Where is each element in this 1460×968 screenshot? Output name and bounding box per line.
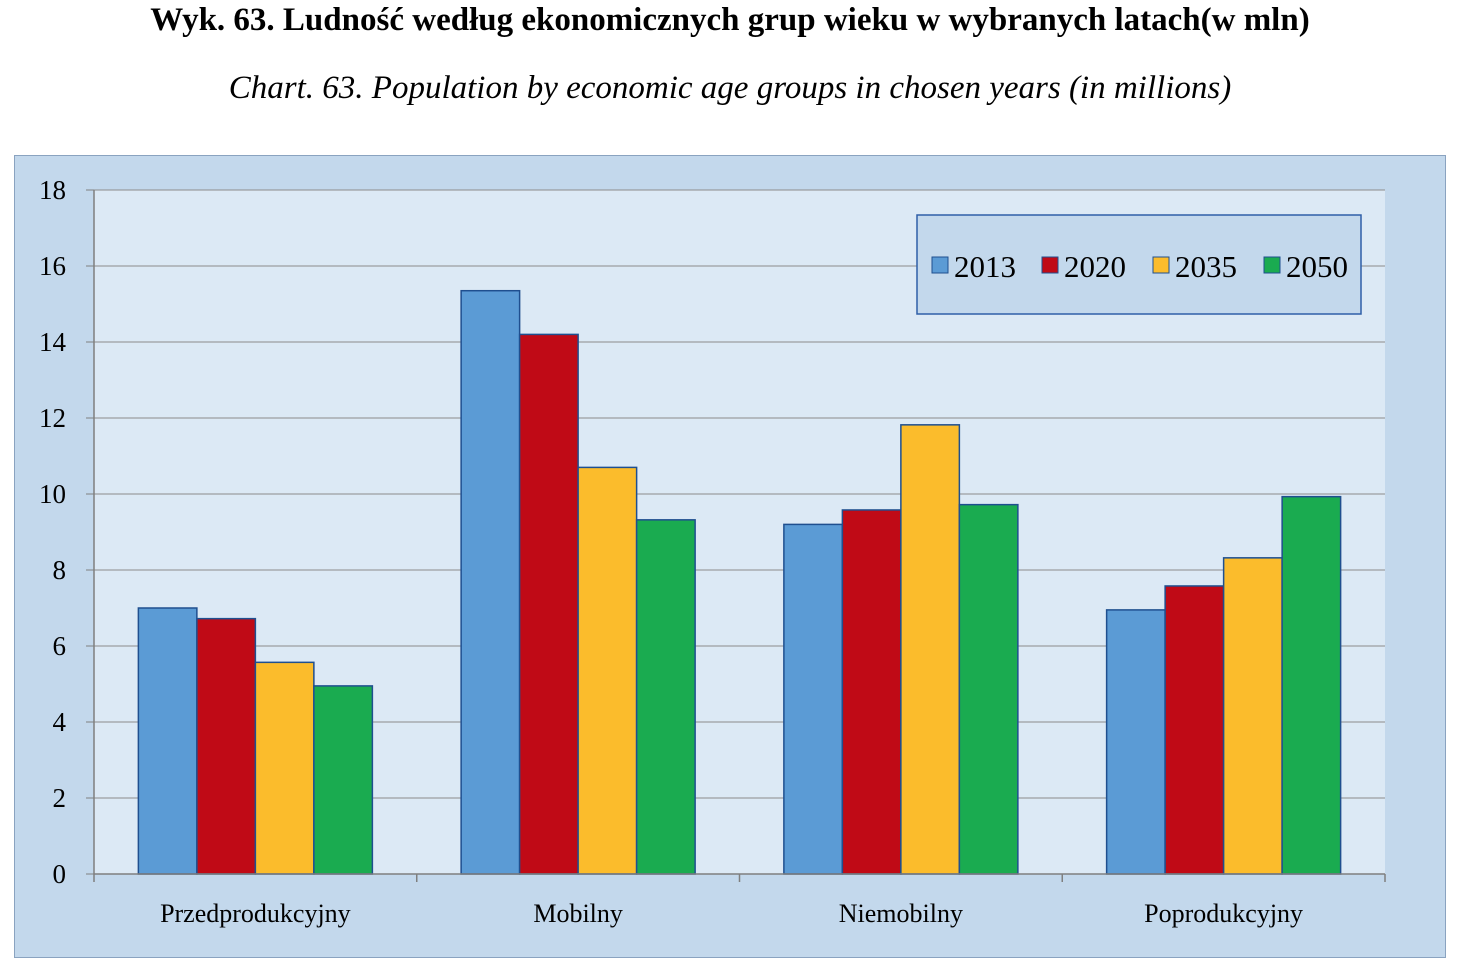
- bar-2050-3: [1281, 495, 1342, 875]
- x-tick-label: Mobilny: [533, 899, 623, 928]
- bar-2035-2: [900, 424, 961, 875]
- y-tick-label: 10: [39, 479, 66, 509]
- bar-2013-2: [783, 523, 844, 875]
- bar-2020-2: [841, 509, 902, 875]
- y-tick-label: 2: [53, 783, 67, 813]
- axes: [86, 189, 1386, 882]
- y-axis-ticks: 0 2 4 6 8 10 12 14 16 18: [39, 175, 67, 889]
- legend-swatch-2050: [1263, 256, 1281, 274]
- chart-subtitle: Chart. 63. Population by economic age gr…: [228, 70, 1232, 106]
- bar-2050-2: [958, 503, 1019, 875]
- legend: 2013 2020 2035 2050: [916, 214, 1362, 315]
- x-axis-labels: Przedprodukcyjny Mobilny Niemobilny Poprodu…: [160, 899, 1303, 928]
- bar-2050-0: [313, 685, 374, 875]
- y-tick-label: 12: [39, 403, 66, 433]
- legend-label-2013: 2013: [954, 249, 1016, 284]
- y-tick-label: 14: [39, 327, 67, 357]
- x-tick-label: Niemobilny: [839, 899, 963, 928]
- legend-label-2035: 2035: [1175, 249, 1237, 284]
- y-tick-label: 8: [53, 555, 67, 585]
- legend-label-2020: 2020: [1064, 249, 1126, 284]
- bar-2020-3: [1164, 585, 1225, 875]
- y-tick-label: 0: [53, 859, 67, 889]
- bar-2035-1: [577, 466, 638, 875]
- bar-2035-3: [1222, 557, 1283, 875]
- bar-2035-0: [254, 661, 315, 875]
- x-tick-label: Poprodukcyjny: [1144, 899, 1303, 928]
- bars: [137, 289, 1342, 875]
- y-tick-label: 6: [53, 631, 67, 661]
- bar-2013-0: [137, 607, 198, 875]
- bar-2013-1: [460, 289, 521, 875]
- bar-2020-0: [196, 617, 257, 875]
- y-tick-label: 16: [39, 251, 66, 281]
- bar-2050-1: [635, 519, 696, 875]
- y-tick-label: 4: [53, 707, 67, 737]
- x-tick-label: Przedprodukcyjny: [160, 899, 351, 928]
- legend-label-2050: 2050: [1286, 249, 1348, 284]
- legend-swatch-2013: [931, 256, 949, 274]
- legend-swatch-2035: [1152, 256, 1170, 274]
- bar-2013-3: [1105, 609, 1166, 875]
- legend-box: [916, 214, 1362, 315]
- chart-title: Wyk. 63. Ludność według ekonomicznych gr…: [150, 2, 1310, 38]
- y-tick-label: 18: [39, 175, 66, 205]
- bar-2020-1: [518, 333, 579, 875]
- legend-swatch-2020: [1041, 256, 1059, 274]
